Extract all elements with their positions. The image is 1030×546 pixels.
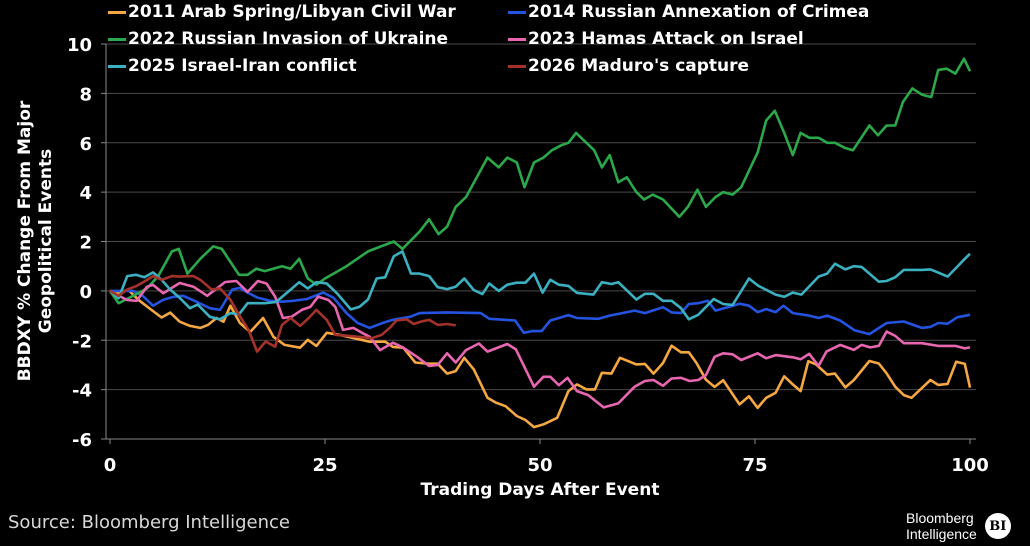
series-line-2026: [109, 274, 456, 353]
legend-label: 2022 Russian Invasion of Ukraine: [128, 29, 449, 49]
y-axis-label: BBDXY % Change From Major Geopolitical E…: [15, 100, 56, 381]
y-tick-label: 6: [79, 134, 92, 155]
legend-item: 2023 Hamas Attack on Israel: [508, 29, 804, 49]
logo-text-line-2: Intelligence: [906, 526, 977, 542]
y-axis-label-line-1: BBDXY % Change From Major: [15, 100, 35, 381]
legend-swatch: [508, 37, 526, 41]
bi-badge-icon: BI: [984, 513, 1011, 539]
legend-swatch: [108, 37, 126, 41]
series-lines: [108, 57, 972, 429]
legend-label: 2011 Arab Spring/Libyan Civil War: [128, 2, 456, 22]
legend-label: 2025 Israel-Iran conflict: [128, 56, 357, 76]
legend-item: 2025 Israel-Iran conflict: [108, 56, 357, 76]
y-tick-label: 2: [79, 233, 92, 254]
series-line-2025: [109, 250, 971, 321]
logo-text-line-1: Bloomberg: [906, 510, 974, 526]
y-tick-label: 0: [79, 282, 92, 303]
legend-swatch: [108, 64, 126, 68]
legend-label: 2014 Russian Annexation of Crimea: [528, 2, 870, 22]
y-tick-label: 4: [79, 183, 92, 204]
legend-item: 2026 Maduro's capture: [508, 56, 749, 76]
x-tick-label: 75: [742, 455, 767, 476]
y-tick-label: -4: [72, 381, 92, 402]
legend-swatch: [508, 10, 526, 14]
legend-item: 2014 Russian Annexation of Crimea: [508, 2, 869, 22]
series-line-2011: [109, 288, 972, 429]
legend-item: 2022 Russian Invasion of Ukraine: [108, 29, 448, 49]
x-tick-label: 0: [104, 455, 117, 476]
y-tick-label: -6: [72, 430, 92, 451]
x-tick-label: 50: [527, 455, 552, 476]
x-tick-label: 100: [951, 455, 989, 476]
source-note: Source: Bloomberg Intelligence: [8, 512, 290, 533]
series-line-2022: [108, 57, 972, 305]
y-tick-label: 10: [67, 35, 92, 56]
legend-swatch: [108, 10, 126, 14]
series-line-2023: [109, 279, 971, 409]
logo-text: Bloomberg Intelligence: [906, 510, 977, 542]
legend-item: 2011 Arab Spring/Libyan Civil War: [108, 2, 456, 22]
legend-swatch: [508, 64, 526, 68]
legend-label: 2026 Maduro's capture: [528, 56, 750, 76]
gridlines: [106, 43, 976, 391]
axes: [101, 43, 976, 444]
x-tick-label: 25: [312, 455, 337, 476]
bloomberg-intelligence-logo: Bloomberg Intelligence BI: [906, 510, 1011, 542]
x-axis-label: Trading Days After Event: [421, 480, 660, 500]
y-tick-label: 8: [79, 84, 92, 105]
y-tick-label: -2: [72, 331, 92, 352]
legend-label: 2023 Hamas Attack on Israel: [528, 29, 804, 49]
y-axis-label-line-2: Geopolitical Events: [36, 149, 56, 334]
series-line-2014: [110, 286, 971, 336]
